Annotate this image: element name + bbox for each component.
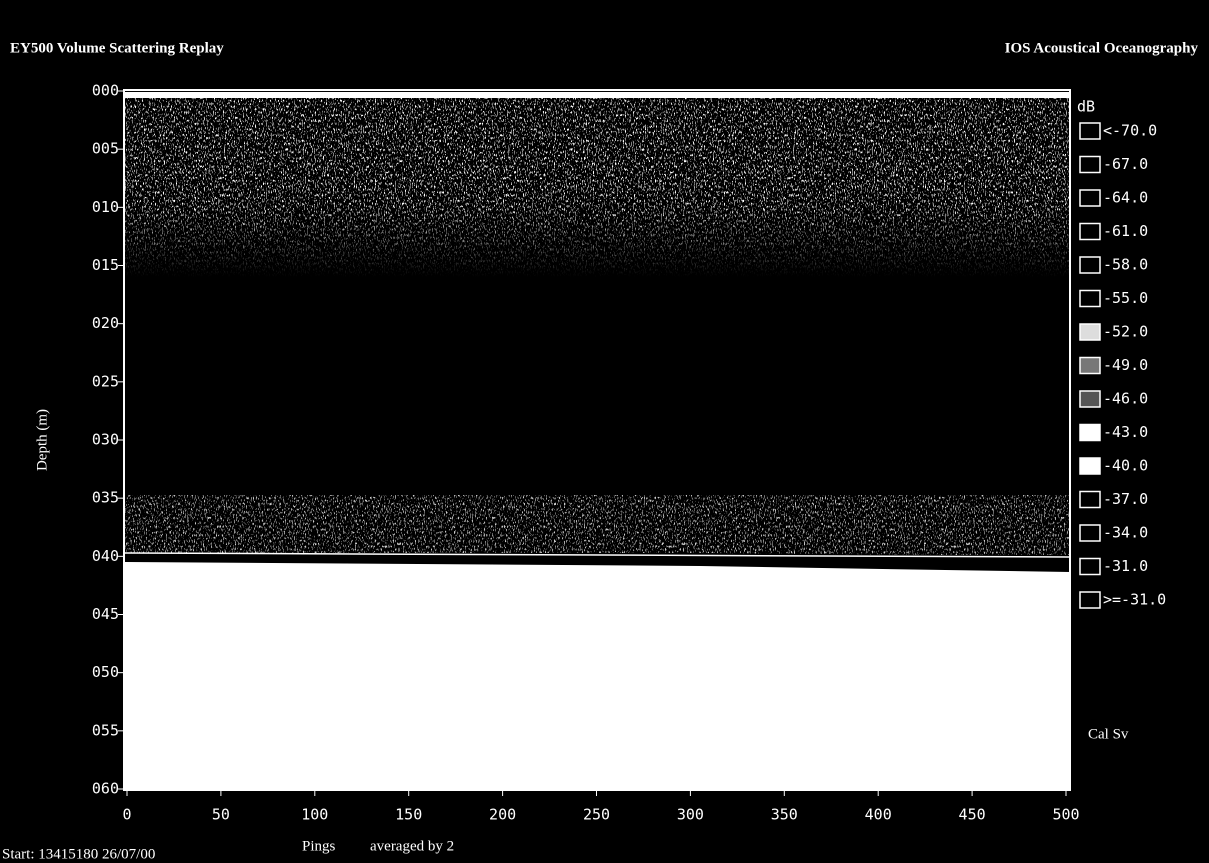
echogram [124, 90, 1070, 790]
legend-swatch [1080, 291, 1100, 307]
legend-label: -49.0 [1103, 356, 1148, 374]
legend-label: <-70.0 [1103, 122, 1157, 140]
y-tick-label: 005 [92, 140, 119, 158]
legend-label: -67.0 [1103, 155, 1148, 173]
legend-label: -46.0 [1103, 390, 1148, 408]
y-axis-label: Depth (m) [34, 409, 50, 471]
x-tick-label: 400 [865, 806, 892, 824]
x-tick-label: 500 [1052, 806, 1079, 824]
legend-swatch [1080, 425, 1100, 441]
legend-label: -34.0 [1103, 524, 1148, 542]
page: EY500 Volume Scattering Replay IOS Acous… [0, 0, 1209, 863]
legend-swatch [1080, 391, 1100, 407]
legend-swatch [1080, 458, 1100, 474]
app-title: EY500 Volume Scattering Replay [10, 40, 224, 56]
y-tick-label: 040 [92, 547, 119, 565]
surface-scatter [124, 92, 1070, 277]
y-tick-label: 030 [92, 431, 119, 449]
legend-label: -31.0 [1103, 557, 1148, 575]
y-tick-label: 045 [92, 605, 119, 623]
screen: EY500 Volume Scattering Replay IOS Acous… [0, 0, 1209, 863]
legend-label: >=-31.0 [1103, 591, 1166, 609]
y-tick-label: 025 [92, 372, 119, 390]
legend-swatch [1080, 525, 1100, 541]
y-tick-label: 055 [92, 721, 119, 739]
y-tick-label: 020 [92, 314, 119, 332]
legend-swatch [1080, 190, 1100, 206]
x-tick-label: 50 [212, 806, 230, 824]
legend-swatch [1080, 257, 1100, 273]
legend-unit: dB [1077, 98, 1095, 116]
legend-swatch [1080, 157, 1100, 173]
legend-swatch [1080, 358, 1100, 374]
x-tick-label: 450 [959, 806, 986, 824]
seabed-texture [124, 585, 1070, 790]
y-tick-label: 050 [92, 663, 119, 681]
legend-swatch [1080, 324, 1100, 340]
averaging: averaged by 2 [370, 838, 454, 854]
legend-label: -40.0 [1103, 457, 1148, 475]
legend-swatch [1080, 492, 1100, 508]
y-tick-label: 015 [92, 256, 119, 274]
start-info: Start: 13415180 26/07/00 [2, 846, 155, 862]
legend-swatch [1080, 559, 1100, 575]
x-axis-label: Pings [302, 838, 336, 854]
x-tick-label: 100 [301, 806, 328, 824]
legend-label: -61.0 [1103, 222, 1148, 240]
organization: IOS Acoustical Oceanography [1005, 40, 1199, 56]
x-tick-label: 200 [489, 806, 516, 824]
legend-label: -52.0 [1103, 323, 1148, 341]
y-tick-label: 035 [92, 489, 119, 507]
legend-swatch [1080, 123, 1100, 139]
legend-footer: Cal Sv [1088, 726, 1129, 742]
x-tick-label: 0 [122, 806, 131, 824]
legend-swatch [1080, 592, 1100, 608]
legend-label: -37.0 [1103, 490, 1148, 508]
surface-line [124, 92, 1070, 98]
x-tick-label: 350 [771, 806, 798, 824]
legend-label: -43.0 [1103, 423, 1148, 441]
y-tick-label: 000 [92, 82, 119, 100]
y-tick-label: 060 [92, 780, 119, 798]
legend-label: -55.0 [1103, 289, 1148, 307]
legend-label: -58.0 [1103, 256, 1148, 274]
y-tick-label: 010 [92, 198, 119, 216]
near-bottom-scatter [124, 495, 1070, 555]
x-tick-label: 150 [395, 806, 422, 824]
x-tick-label: 250 [583, 806, 610, 824]
legend-label: -64.0 [1103, 189, 1148, 207]
legend-swatch [1080, 224, 1100, 240]
x-tick-label: 300 [677, 806, 704, 824]
